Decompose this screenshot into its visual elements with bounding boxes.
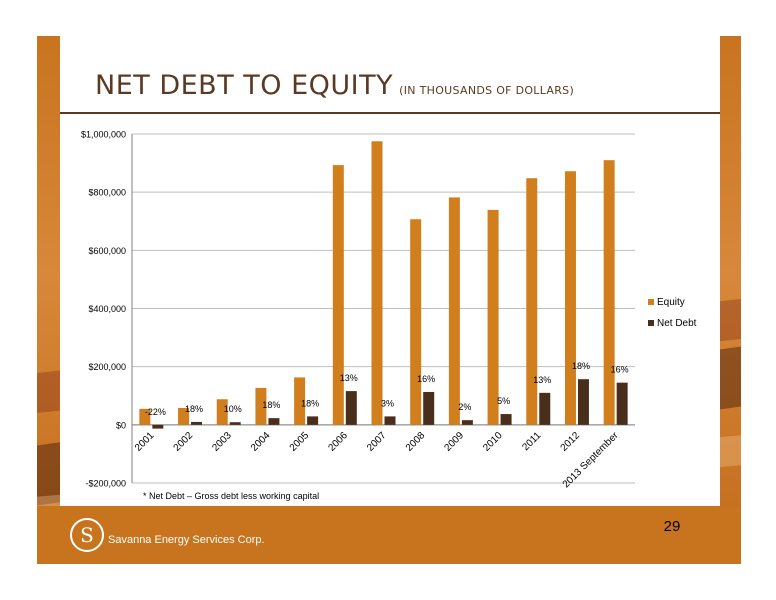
bar-net-debt bbox=[423, 391, 435, 425]
bar-equity bbox=[332, 165, 344, 425]
bar-net-debt bbox=[500, 414, 512, 425]
x-tick-label: 2011 bbox=[520, 430, 543, 453]
bar-net-debt bbox=[307, 416, 319, 425]
company-logo-icon: S bbox=[70, 518, 104, 552]
y-tick-label: $800,000 bbox=[88, 188, 126, 198]
y-tick-label: -$200,000 bbox=[85, 479, 126, 489]
legend-label: Net Debt bbox=[657, 318, 697, 329]
x-tick-label: 2008 bbox=[404, 430, 428, 454]
bar-net-debt bbox=[345, 391, 357, 425]
data-label: 16% bbox=[417, 374, 435, 384]
data-label: 10% bbox=[224, 404, 242, 414]
y-tick-label: $200,000 bbox=[88, 362, 126, 372]
y-tick-label: $600,000 bbox=[88, 246, 126, 256]
legend-label: Equity bbox=[657, 297, 685, 308]
x-tick-label: 2002 bbox=[172, 430, 196, 454]
y-tick-label: $400,000 bbox=[88, 304, 126, 314]
bar-equity bbox=[564, 171, 576, 425]
bar-equity bbox=[526, 178, 538, 425]
x-tick-label: 2005 bbox=[288, 430, 312, 454]
x-tick-label: 2009 bbox=[442, 430, 466, 454]
data-label: 13% bbox=[533, 375, 551, 385]
bar-equity bbox=[294, 377, 306, 425]
slide-title: NET DEBT TO EQUITY (IN THOUSANDS OF DOLLA… bbox=[95, 70, 574, 101]
x-tick-label: 2010 bbox=[481, 430, 505, 454]
bar-equity bbox=[487, 209, 499, 425]
bar-net-debt bbox=[577, 379, 589, 425]
data-label: 18% bbox=[262, 400, 280, 410]
bar-equity bbox=[216, 399, 228, 425]
bar-net-debt bbox=[191, 421, 203, 425]
x-tick-label: 2001 bbox=[133, 430, 157, 454]
slide-title-main: NET DEBT TO EQUITY bbox=[95, 70, 394, 101]
page-number: 29 bbox=[663, 518, 681, 535]
bar-equity bbox=[448, 197, 460, 425]
bar-equity bbox=[603, 160, 615, 425]
bar-net-debt bbox=[539, 392, 551, 425]
x-tick-label: 2003 bbox=[210, 430, 234, 454]
y-tick-label: $1,000,000 bbox=[81, 130, 126, 140]
slide-title-units: (IN THOUSANDS OF DOLLARS) bbox=[399, 84, 575, 97]
bar-equity bbox=[371, 141, 383, 425]
x-tick-label: 2012 bbox=[559, 430, 583, 454]
data-label: 3% bbox=[381, 398, 394, 408]
bar-equity bbox=[139, 408, 151, 425]
bar-net-debt bbox=[616, 382, 628, 425]
bar-net-debt bbox=[229, 422, 241, 425]
data-label: 18% bbox=[572, 361, 590, 371]
bar-equity bbox=[178, 407, 190, 425]
data-label: 18% bbox=[185, 404, 203, 414]
bar-net-debt bbox=[384, 416, 396, 425]
legend-swatch bbox=[648, 320, 654, 326]
footnote: * Net Debt – Gross debt less working cap… bbox=[143, 491, 320, 501]
bar-net-debt bbox=[152, 424, 164, 429]
x-tick-label: 2004 bbox=[249, 430, 273, 454]
data-label: 2% bbox=[458, 402, 471, 412]
data-label: -22% bbox=[145, 407, 166, 417]
bar-equity bbox=[255, 387, 267, 425]
y-tick-label: $0 bbox=[116, 420, 126, 430]
bar-net-debt bbox=[268, 418, 280, 425]
x-tick-label: 2006 bbox=[326, 430, 350, 454]
data-label: 5% bbox=[497, 396, 510, 406]
x-tick-label: 2007 bbox=[365, 430, 389, 454]
data-label: 13% bbox=[340, 373, 358, 383]
legend-swatch bbox=[648, 299, 654, 305]
data-label: 16% bbox=[611, 365, 629, 375]
data-label: 18% bbox=[301, 398, 319, 408]
footer-bar bbox=[37, 506, 741, 564]
bar-net-debt bbox=[461, 420, 473, 425]
company-name: Savanna Energy Services Corp. bbox=[108, 534, 265, 546]
bar-equity bbox=[410, 219, 422, 425]
title-divider bbox=[60, 112, 720, 114]
